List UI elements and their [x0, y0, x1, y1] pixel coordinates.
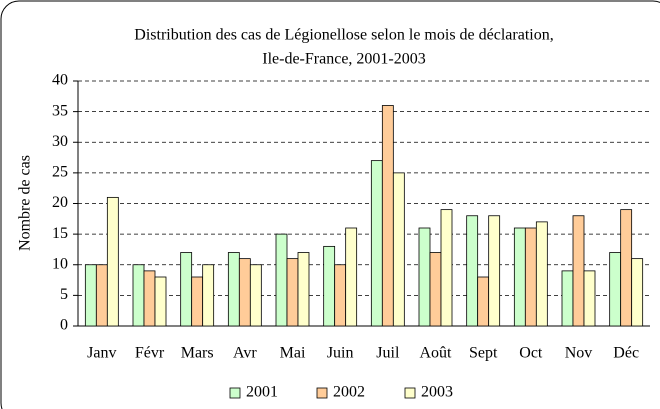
- x-tick-label: Déc: [613, 345, 639, 362]
- bar: [202, 264, 215, 327]
- y-tick-label: 15: [52, 225, 68, 242]
- bar: [466, 215, 479, 327]
- y-tick-label: 10: [52, 255, 68, 272]
- bar: [132, 264, 145, 327]
- bar: [524, 227, 537, 327]
- y-tick-label: 20: [52, 194, 68, 211]
- bar: [513, 227, 526, 327]
- legend-label: 2003: [421, 384, 453, 401]
- legend-swatch: [229, 387, 241, 399]
- x-tick-label: Mars: [181, 345, 214, 362]
- bar: [440, 209, 453, 327]
- x-tick-label: Janv: [87, 345, 116, 362]
- bar: [535, 221, 548, 327]
- bar: [631, 258, 644, 327]
- chart-title: Distribution des cas de Légionellose sel…: [134, 27, 553, 44]
- bar: [392, 172, 405, 327]
- bar: [418, 227, 431, 327]
- bar: [227, 252, 240, 327]
- bar: [106, 196, 119, 327]
- bar: [477, 276, 490, 327]
- legend-swatch: [404, 387, 416, 399]
- bar: [297, 252, 310, 327]
- y-tick-label: 35: [52, 102, 68, 119]
- x-tick-label: Juin: [327, 345, 354, 362]
- bar: [154, 276, 167, 327]
- x-tick-label: Avr: [233, 345, 257, 362]
- x-tick-label: Sept: [469, 345, 498, 362]
- y-tick-label: 25: [52, 164, 68, 181]
- x-tick-label: Févr: [135, 345, 165, 362]
- bar: [84, 264, 97, 327]
- bar: [323, 245, 336, 327]
- bar: [95, 264, 108, 327]
- y-tick-label: 5: [60, 286, 68, 303]
- bar: [370, 160, 383, 327]
- legend-label: 2002: [333, 384, 365, 401]
- bar: [286, 258, 299, 327]
- bar: [609, 252, 622, 327]
- legend-swatch: [316, 387, 328, 399]
- bar: [238, 258, 251, 327]
- y-tick-label: 0: [60, 317, 68, 334]
- bar: [334, 264, 347, 327]
- y-tick-label: 30: [52, 133, 68, 150]
- x-tick-label: Juil: [376, 345, 400, 362]
- y-tick-label: 40: [52, 72, 68, 89]
- bar: [429, 252, 442, 327]
- legend-label: 2001: [246, 384, 278, 401]
- bar: [620, 209, 633, 327]
- bar: [381, 105, 394, 327]
- x-tick-label: Nov: [565, 345, 593, 362]
- bar: [143, 270, 156, 327]
- x-tick-label: Oct: [519, 345, 543, 362]
- bar: [249, 264, 262, 327]
- bar: [583, 270, 596, 327]
- bar: [572, 215, 585, 327]
- x-tick-label: Mai: [280, 345, 306, 362]
- bar: [488, 215, 501, 327]
- bar: [345, 227, 358, 327]
- bar: [191, 276, 204, 327]
- bar: [561, 270, 574, 327]
- bar: [180, 252, 193, 327]
- chart-title: Ile-de-France, 2001-2003: [262, 51, 426, 68]
- y-axis-label: Nombre de cas: [17, 155, 34, 251]
- x-tick-label: Août: [420, 345, 453, 362]
- bar: [275, 233, 288, 327]
